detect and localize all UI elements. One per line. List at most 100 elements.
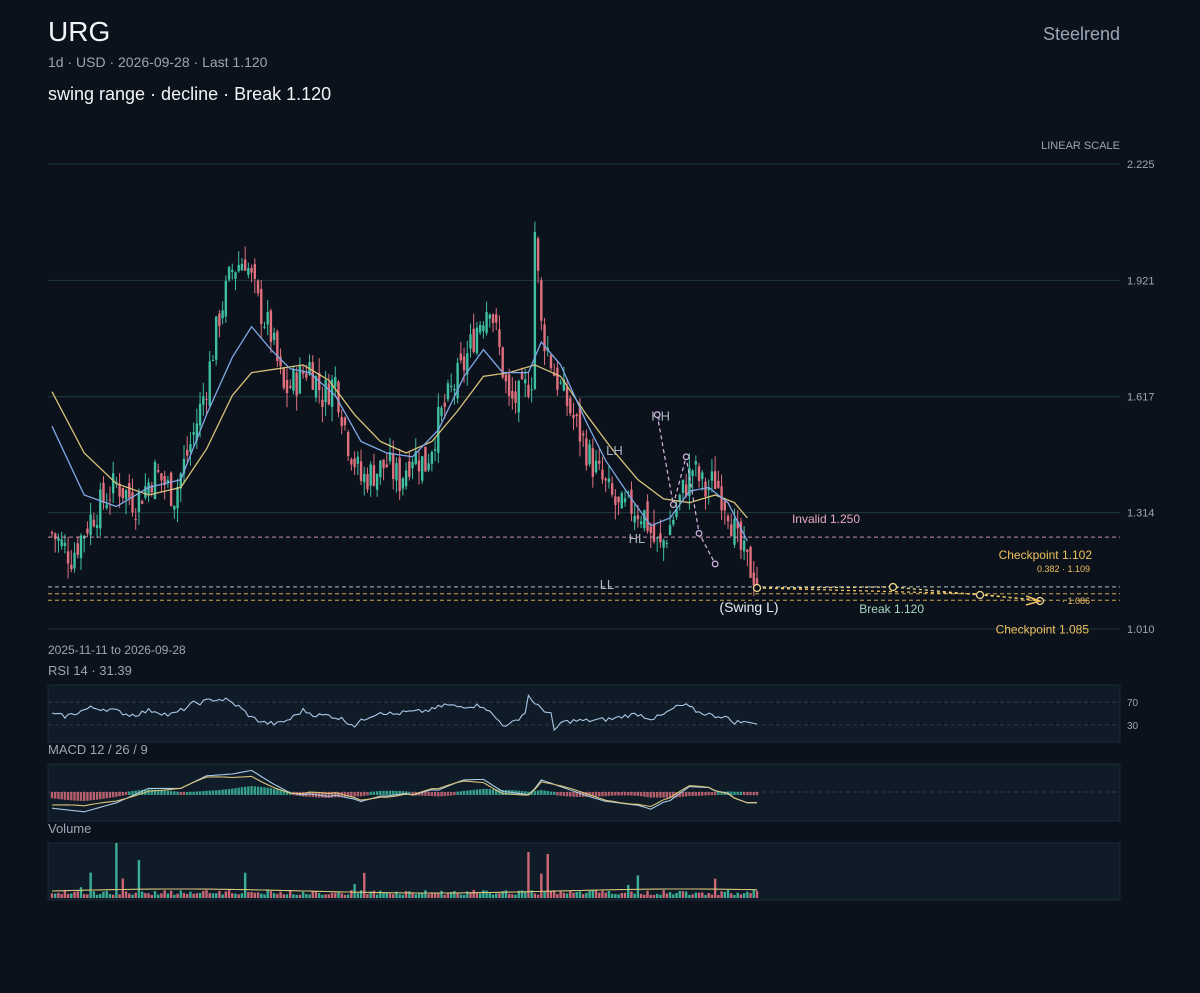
volume-bar — [623, 892, 627, 898]
candle-body — [153, 462, 157, 500]
macd-hist-bar — [562, 792, 566, 797]
candle-body — [356, 456, 360, 464]
volume-bar — [565, 893, 569, 898]
candle-body — [128, 483, 131, 498]
candle-body — [562, 379, 566, 391]
volume-bar — [746, 891, 749, 898]
volume-bar — [115, 843, 118, 898]
rsi-level-label: 70 — [1127, 698, 1139, 709]
macd-hist-bar — [260, 786, 263, 795]
candle-body — [536, 238, 540, 271]
macd-hist-bar — [395, 790, 398, 795]
macd-hist-bar — [150, 789, 153, 795]
macd-hist-bar — [607, 792, 611, 796]
volume-bar — [659, 894, 662, 898]
candle-body — [691, 470, 694, 477]
macd-hist-bar — [147, 789, 150, 795]
volume-bar — [443, 894, 446, 898]
volume-bar — [353, 884, 356, 898]
volume-bar — [704, 894, 707, 898]
candle-body — [250, 268, 253, 273]
volume-bar — [137, 860, 141, 898]
volume-bar — [742, 893, 746, 898]
volume-bar — [266, 889, 269, 898]
candle-body — [195, 423, 199, 441]
candle-body — [643, 510, 646, 529]
candle-body — [675, 509, 678, 517]
volume-bar — [102, 891, 105, 898]
volume-bar — [57, 892, 60, 898]
candle-body — [218, 313, 221, 327]
macd-hist-bar — [646, 792, 649, 798]
volume-bar — [694, 892, 698, 898]
volume-bar — [70, 893, 73, 898]
candle-body — [363, 473, 366, 483]
volume-bar — [308, 894, 311, 898]
level-label: Checkpoint 1.085 — [996, 622, 1090, 636]
candle-body — [440, 407, 443, 417]
candle-body — [601, 469, 604, 480]
macd-hist-bar — [372, 791, 376, 795]
macd-hist-bar — [446, 792, 450, 796]
macd-hist-bar — [195, 791, 199, 795]
macd-hist-bar — [169, 791, 173, 795]
macd-hist-bar — [594, 792, 598, 797]
macd-hist-bar — [89, 792, 92, 801]
macd-hist-bar — [179, 792, 182, 796]
candle-body — [462, 356, 466, 371]
candle-body — [623, 498, 627, 503]
price-panel: 2.225 1.921 1.617 1.314 1.010 HH LH HL LL Invalid… — [48, 159, 1155, 636]
volume-bar — [163, 890, 166, 898]
candle-body — [227, 267, 231, 280]
macd-hist-bar — [186, 791, 189, 795]
macd-hist-bar — [279, 789, 282, 795]
candle-body — [511, 391, 514, 399]
macd-hist-bar — [70, 792, 73, 801]
macd-hist-bar — [379, 790, 382, 795]
volume-bar — [121, 878, 125, 898]
candle-body — [295, 372, 298, 396]
volume-bar — [63, 890, 67, 898]
volume-bar — [546, 854, 549, 898]
candle-body — [408, 461, 411, 477]
volume-bar — [214, 893, 218, 898]
macd-hist-bar — [240, 787, 244, 795]
candle-body — [742, 540, 746, 552]
candle-body — [237, 265, 240, 272]
candle-body — [684, 484, 688, 497]
macd-hist-bar — [86, 792, 89, 801]
candle-body — [556, 367, 559, 390]
candle-body — [530, 389, 533, 391]
macd-hist-bar — [598, 792, 601, 797]
volume-bar — [279, 891, 282, 898]
volume-bar — [321, 894, 324, 898]
macd-hist-bar — [694, 792, 698, 796]
volume-bar — [305, 894, 308, 898]
macd-hist-bar — [234, 788, 237, 795]
volume-bar — [485, 890, 488, 898]
volume-bar — [105, 890, 108, 898]
volume-bar — [736, 892, 739, 898]
volume-bar — [430, 892, 434, 898]
macd-hist-bar — [208, 790, 211, 795]
swing-low-label: (Swing L) — [719, 599, 778, 615]
macd-hist-bar — [565, 792, 569, 797]
volume-bar — [594, 890, 598, 898]
macd-label: MACD 12 / 26 / 9 — [48, 742, 148, 757]
macd-hist-bar — [527, 791, 530, 795]
macd-hist-bar — [243, 786, 247, 795]
volume-bar — [317, 893, 321, 898]
macd-hist-bar — [128, 791, 131, 795]
macd-hist-bar — [95, 792, 99, 800]
volume-bar — [665, 893, 669, 898]
candle-body — [279, 356, 282, 367]
macd-hist-bar — [327, 792, 331, 798]
candle-body — [697, 466, 701, 482]
volume-bar — [295, 894, 298, 898]
volume-bar — [739, 894, 743, 898]
volume-bar — [60, 894, 63, 898]
macd-hist-bar — [227, 788, 231, 795]
macd-hist-bar — [552, 791, 556, 795]
macd-hist-bar — [559, 792, 562, 796]
volume-bar — [150, 894, 153, 898]
